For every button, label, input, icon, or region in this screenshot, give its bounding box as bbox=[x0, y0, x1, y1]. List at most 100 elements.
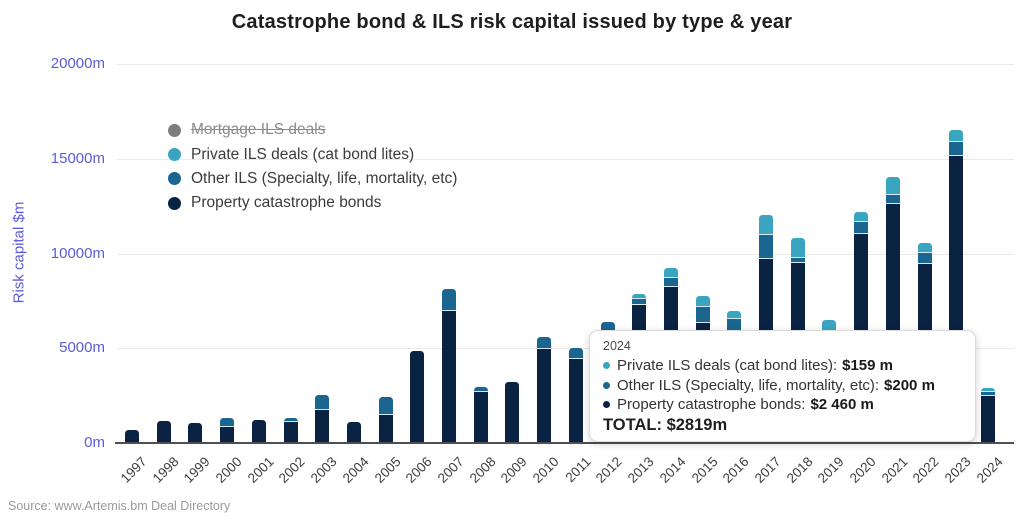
bar-2000[interactable] bbox=[220, 418, 235, 443]
bar-segment bbox=[220, 418, 235, 427]
x-tick-label-2016: 2016 bbox=[720, 454, 752, 486]
x-tick-label-2002: 2002 bbox=[276, 454, 309, 486]
bar-segment bbox=[283, 417, 298, 422]
bar-segment bbox=[632, 298, 647, 305]
bar-segment bbox=[378, 396, 393, 415]
x-tick-label-2008: 2008 bbox=[466, 454, 499, 486]
bar-segment bbox=[188, 422, 203, 443]
source-attribution: Source: www.Artemis.bm Deal Directory bbox=[8, 499, 231, 513]
bar-segment bbox=[537, 348, 552, 443]
tooltip-value: $2 460 m bbox=[810, 396, 874, 414]
legend-label: Property catastrophe bonds bbox=[191, 194, 382, 212]
tooltip-value: $159 m bbox=[842, 357, 893, 374]
series-bullet-icon bbox=[603, 362, 610, 370]
bar-1997[interactable] bbox=[125, 429, 139, 443]
legend-item-private-ils[interactable]: Private ILS deals (cat bond lites) bbox=[168, 142, 457, 166]
legend-item-other-ils[interactable]: Other ILS (Specialty, life, mortality, e… bbox=[168, 167, 457, 191]
x-tick-label-2020: 2020 bbox=[846, 454, 879, 486]
bar-segment bbox=[663, 277, 678, 288]
tooltip-row-other-ils: Other ILS (Specialty, life, mortality, e… bbox=[603, 376, 962, 396]
bar-2006[interactable] bbox=[410, 350, 425, 443]
bar-2024[interactable] bbox=[980, 387, 995, 443]
bar-2010[interactable] bbox=[537, 337, 552, 443]
x-tick-label-1997: 1997 bbox=[117, 454, 150, 486]
bar-segment bbox=[790, 238, 805, 259]
x-tick-label-2007: 2007 bbox=[434, 454, 467, 486]
bar-segment bbox=[663, 267, 678, 278]
bar-2003[interactable] bbox=[315, 395, 330, 443]
bar-segment bbox=[473, 387, 488, 392]
y-axis-title: Risk capital $m bbox=[10, 201, 28, 304]
x-tick-label-2017: 2017 bbox=[751, 454, 784, 486]
chart-title: Catastrophe bond & ILS risk capital issu… bbox=[231, 11, 793, 33]
tooltip-label: Property catastrophe bonds: bbox=[617, 396, 806, 414]
legend-dot-mortgage-ils bbox=[168, 123, 181, 137]
bar-segment bbox=[283, 421, 298, 443]
bar-1998[interactable] bbox=[156, 420, 171, 443]
legend: Mortgage ILS deals Private ILS deals (ca… bbox=[168, 118, 457, 216]
legend-item-property-cat-bonds[interactable]: Property catastrophe bonds bbox=[168, 191, 457, 215]
tooltip-row-private-ils: Private ILS deals (cat bond lites): $159… bbox=[603, 356, 962, 376]
bar-segment bbox=[885, 195, 900, 205]
bar-segment bbox=[854, 221, 869, 234]
bar-2004[interactable] bbox=[346, 421, 361, 443]
bar-segment bbox=[759, 234, 773, 259]
bar-2007[interactable] bbox=[442, 288, 456, 443]
gridline-15000 bbox=[117, 158, 1014, 160]
bar-segment bbox=[854, 211, 869, 222]
bar-1999[interactable] bbox=[188, 422, 203, 443]
bar-segment bbox=[980, 387, 995, 392]
x-tick-label-2023: 2023 bbox=[941, 454, 974, 486]
x-tick-label-2024: 2024 bbox=[973, 454, 1006, 486]
bar-2002[interactable] bbox=[283, 417, 298, 443]
x-tick-label-2014: 2014 bbox=[656, 454, 689, 486]
legend-item-mortgage-ils[interactable]: Mortgage ILS deals bbox=[168, 118, 457, 142]
bar-segment bbox=[220, 426, 235, 443]
bar-segment bbox=[537, 337, 552, 349]
gridline-10000 bbox=[117, 253, 1014, 255]
bar-2001[interactable] bbox=[251, 420, 266, 443]
tooltip-label: Other ILS (Specialty, life, mortality, e… bbox=[617, 376, 880, 394]
tooltip-total: TOTAL: $2819m bbox=[603, 415, 728, 434]
x-tick-label-2000: 2000 bbox=[212, 454, 245, 486]
bar-segment bbox=[949, 141, 964, 157]
x-tick-label-2021: 2021 bbox=[878, 454, 911, 486]
x-tick-label-2009: 2009 bbox=[498, 454, 530, 486]
legend-dot-other-ils bbox=[168, 172, 181, 186]
tooltip-label: Private ILS deals (cat bond lites): bbox=[617, 357, 838, 374]
x-tick-label-2011: 2011 bbox=[562, 454, 594, 486]
tooltip-row-property-cat-bonds: Property catastrophe bonds: $2 460 m bbox=[603, 395, 962, 415]
bar-segment bbox=[885, 176, 900, 196]
y-tick-label: 20000m bbox=[50, 55, 105, 72]
x-tick-label-1998: 1998 bbox=[149, 454, 182, 486]
bar-segment bbox=[251, 420, 266, 443]
x-tick-label-2018: 2018 bbox=[783, 454, 816, 486]
bar-2009[interactable] bbox=[505, 381, 520, 443]
bar-segment bbox=[125, 429, 139, 443]
bar-2011[interactable] bbox=[568, 347, 583, 443]
bar-segment bbox=[410, 350, 425, 443]
bar-segment bbox=[442, 311, 456, 443]
bar-segment bbox=[568, 347, 583, 359]
bar-segment bbox=[695, 296, 710, 308]
x-tick-label-2019: 2019 bbox=[815, 454, 847, 486]
bar-segment bbox=[346, 421, 361, 443]
bar-2005[interactable] bbox=[378, 396, 393, 443]
series-bullet-icon bbox=[603, 381, 610, 389]
bar-segment bbox=[980, 391, 995, 397]
bar-segment bbox=[917, 252, 932, 264]
x-tick-label-2022: 2022 bbox=[910, 454, 943, 486]
x-tick-label-2001: 2001 bbox=[244, 454, 277, 486]
tooltip-value: $200 m bbox=[884, 376, 935, 394]
gridline-20000 bbox=[117, 64, 1014, 65]
legend-dot-property-cat-bonds bbox=[168, 196, 181, 210]
bar-segment bbox=[695, 307, 710, 324]
bar-segment bbox=[632, 293, 647, 299]
bar-segment bbox=[156, 420, 171, 443]
x-tick-label-2012: 2012 bbox=[593, 454, 626, 486]
x-tick-label-2004: 2004 bbox=[339, 454, 372, 486]
legend-label: Private ILS deals (cat bond lites) bbox=[191, 145, 415, 163]
bar-2008[interactable] bbox=[473, 387, 488, 443]
x-tick-label-2003: 2003 bbox=[307, 454, 340, 486]
